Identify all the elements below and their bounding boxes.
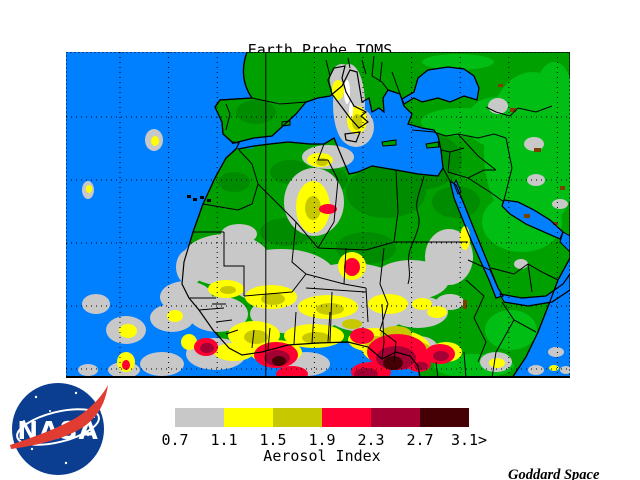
legend-tick-1: 1.1 (210, 431, 238, 449)
legend-tick-6: 3.1> (450, 431, 488, 449)
legend-segment-2 (224, 408, 273, 427)
aerosol-colorbar (175, 408, 469, 427)
no-data-brown-specks (463, 84, 565, 309)
nile-river (407, 175, 425, 285)
grid-lines (66, 52, 570, 378)
legend-tick-4: 2.3 (357, 431, 385, 449)
white-streaks (344, 80, 353, 118)
canary-islands (187, 195, 211, 202)
legend-segment-1 (175, 408, 224, 427)
nasa-logo-swoosh (10, 385, 108, 449)
coastline-strokes (181, 52, 570, 378)
credit-line-1: Goddard Space (508, 467, 600, 480)
legend-tick-3: 1.9 (308, 431, 336, 449)
nasa-logo-orbit (16, 408, 100, 446)
legend-segment-3 (273, 408, 322, 427)
aerosol-map (66, 52, 570, 378)
credit-text: Goddard Space Flight Center (508, 438, 638, 480)
gulf-of-aqaba (453, 178, 462, 195)
legend-tick-0: 0.7 (161, 431, 189, 449)
legend-tick-2: 1.5 (259, 431, 287, 449)
legend-segment-5 (371, 408, 420, 427)
cyprus (425, 141, 440, 149)
nasa-logo: NASA (10, 383, 108, 475)
legend-segment-6 (420, 408, 469, 427)
legend-tick-5: 2.7 (406, 431, 434, 449)
legend-segment-4 (322, 408, 371, 427)
gibraltar-strait (231, 143, 253, 149)
country-borders (189, 55, 559, 378)
crete (381, 139, 397, 147)
gulf-of-oman (559, 231, 570, 253)
aerosol-maroon-patches (272, 356, 403, 370)
legend-title: Aerosol Index (263, 447, 381, 465)
